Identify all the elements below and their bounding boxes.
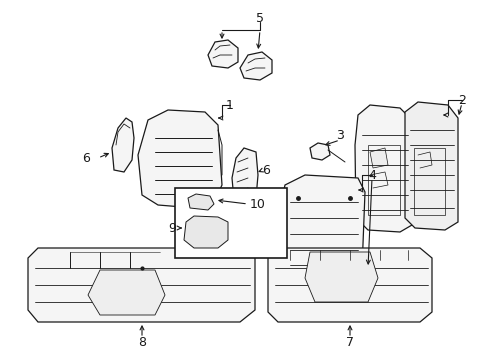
Text: 2: 2 [457, 94, 465, 107]
Polygon shape [183, 216, 227, 248]
Polygon shape [88, 270, 164, 315]
Polygon shape [354, 105, 411, 232]
Polygon shape [369, 148, 387, 168]
Text: 4: 4 [367, 168, 375, 181]
Text: 6: 6 [262, 163, 269, 176]
Polygon shape [138, 110, 222, 208]
Bar [175, 188, 286, 258]
Text: 3: 3 [335, 129, 343, 141]
Polygon shape [267, 248, 431, 322]
Polygon shape [404, 102, 457, 230]
Text: 7: 7 [346, 336, 353, 348]
Text: 1: 1 [225, 99, 233, 112]
Polygon shape [240, 52, 271, 80]
Polygon shape [28, 248, 254, 322]
Polygon shape [278, 175, 364, 280]
Text: 9: 9 [168, 221, 176, 234]
Polygon shape [305, 252, 377, 302]
Text: 10: 10 [249, 198, 265, 211]
Polygon shape [207, 40, 238, 68]
Text: 5: 5 [256, 12, 264, 24]
Polygon shape [112, 118, 134, 172]
Polygon shape [309, 143, 329, 160]
Text: 6: 6 [82, 152, 90, 165]
Text: 8: 8 [138, 336, 146, 348]
Polygon shape [187, 194, 214, 210]
Polygon shape [231, 148, 258, 204]
